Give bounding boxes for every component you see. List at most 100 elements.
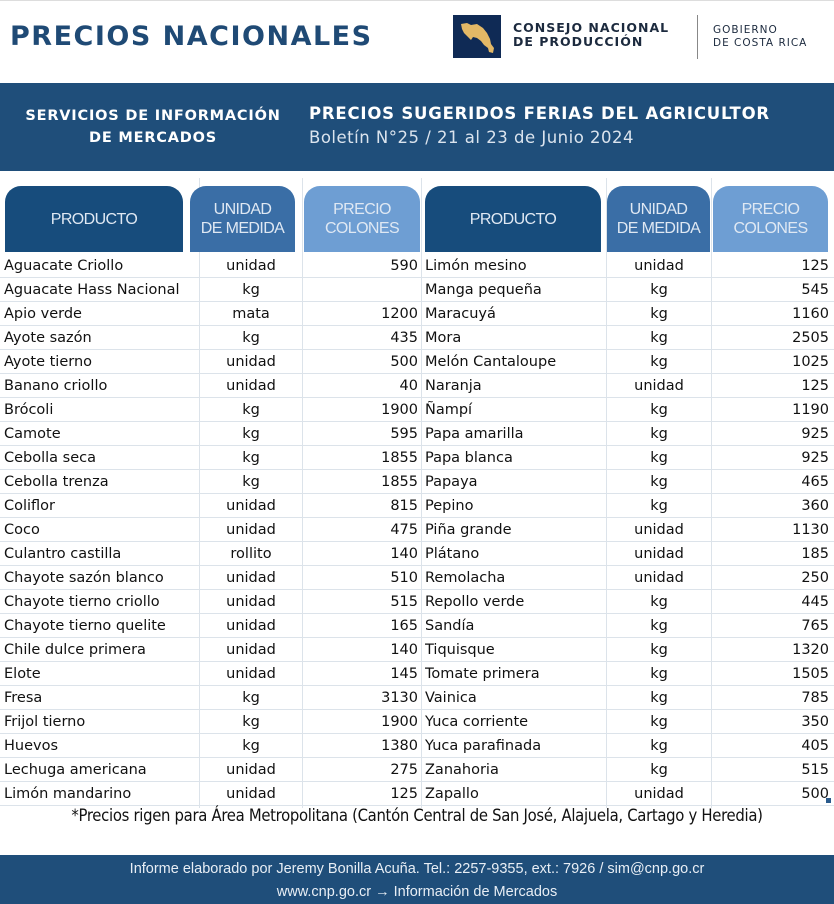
product-cell: Aguacate Criollo — [4, 258, 124, 274]
column-header-price: PRECIO COLONES — [713, 186, 828, 252]
price-cell: 405 — [801, 738, 829, 754]
price-cell: 500 — [801, 786, 829, 802]
unit-cell: kg — [242, 474, 260, 490]
unit-cell: unidad — [226, 570, 276, 586]
table-row: Elote unidad 145 Tomate primera kg 1505 — [0, 662, 834, 686]
unit-cell: kg — [650, 594, 668, 610]
product-cell: Papaya — [425, 474, 478, 490]
price-cell: 1380 — [381, 738, 418, 754]
column-header-price: PRECIO COLONES — [304, 186, 420, 252]
product-cell: Cebolla trenza — [4, 474, 109, 490]
product-cell: Zapallo — [425, 786, 479, 802]
table-row: Cebolla seca kg 1855 Papa blanca kg 925 — [0, 446, 834, 470]
unit-cell: kg — [242, 738, 260, 754]
price-cell: 1160 — [792, 306, 829, 322]
product-cell: Coliflor — [4, 498, 56, 514]
price-cell: 140 — [390, 546, 418, 562]
unit-cell: kg — [650, 762, 668, 778]
column-header-unit: UNIDAD DE MEDIDA — [190, 186, 295, 252]
unit-cell: kg — [650, 690, 668, 706]
price-cell: 275 — [390, 762, 418, 778]
product-cell: Fresa — [4, 690, 43, 706]
price-cell: 1900 — [381, 402, 418, 418]
product-cell: Plátano — [425, 546, 480, 562]
table-row: Frijol tierno kg 1900 Yuca corriente kg 350 — [0, 710, 834, 734]
column-header-unit: UNIDAD DE MEDIDA — [607, 186, 710, 252]
price-cell: 510 — [390, 570, 418, 586]
product-cell: Chile dulce primera — [4, 642, 146, 658]
price-cell: 40 — [399, 378, 418, 394]
unit-cell: unidad — [226, 354, 276, 370]
price-cell: 125 — [390, 786, 418, 802]
unit-cell: kg — [650, 282, 668, 298]
unit-cell: kg — [242, 690, 260, 706]
product-cell: Culantro castilla — [4, 546, 122, 562]
price-cell: 515 — [801, 762, 829, 778]
selection-handle — [826, 798, 831, 803]
price-cell: 515 — [390, 594, 418, 610]
unit-cell: unidad — [226, 666, 276, 682]
unit-cell: kg — [242, 402, 260, 418]
product-cell: Mora — [425, 330, 462, 346]
product-cell: Limón mandarino — [4, 786, 132, 802]
unit-cell: kg — [650, 474, 668, 490]
table-row: Camote kg 595 Papa amarilla kg 925 — [0, 422, 834, 446]
price-cell: 125 — [801, 258, 829, 274]
price-cell: 1855 — [381, 450, 418, 466]
product-cell: Yuca corriente — [425, 714, 529, 730]
unit-cell: unidad — [634, 378, 684, 394]
price-note: *Precios rigen para Área Metropolitana (… — [71, 806, 763, 825]
table-row: Chayote tierno quelite unidad 165 Sandía kg 7… — [0, 614, 834, 638]
product-cell: Zanahoria — [425, 762, 499, 778]
unit-cell: unidad — [226, 786, 276, 802]
product-cell: Naranja — [425, 378, 482, 394]
table-row: Chile dulce primera unidad 140 Tiquisque kg 1… — [0, 638, 834, 662]
price-cell: 1025 — [792, 354, 829, 370]
product-cell: Vainica — [425, 690, 477, 706]
price-cell: 925 — [801, 426, 829, 442]
product-cell: Piña grande — [425, 522, 512, 538]
table-row: Coco unidad 475 Piña grande unidad 1130 — [0, 518, 834, 542]
table-row: Fresa kg 3130 Vainica kg 785 — [0, 686, 834, 710]
product-cell: Papa amarilla — [425, 426, 524, 442]
government-name: GOBIERNO DE COSTA RICA — [713, 24, 808, 49]
product-cell: Banano criollo — [4, 378, 108, 394]
price-cell: 925 — [801, 450, 829, 466]
unit-cell: unidad — [226, 594, 276, 610]
price-cell: 1130 — [792, 522, 829, 538]
unit-cell: kg — [242, 714, 260, 730]
table-row: Cebolla trenza kg 1855 Papaya kg 465 — [0, 470, 834, 494]
price-cell: 500 — [390, 354, 418, 370]
unit-cell: kg — [242, 426, 260, 442]
product-cell: Coco — [4, 522, 40, 538]
price-cell: 785 — [801, 690, 829, 706]
table-row: Banano criollo unidad 40 Naranja unidad 125 — [0, 374, 834, 398]
unit-cell: kg — [650, 426, 668, 442]
bulletin-info: Boletín N°25 / 21 al 23 de Junio 2024 — [309, 128, 635, 147]
unit-cell: kg — [242, 282, 260, 298]
table-row: Aguacate Hass Nacional kg Manga pequeña kg 5… — [0, 278, 834, 302]
product-cell: Brócoli — [4, 402, 54, 418]
table-row: Lechuga americana unidad 275 Zanahoria kg 515 — [0, 758, 834, 782]
table-row: Huevos kg 1380 Yuca parafinada kg 405 — [0, 734, 834, 758]
price-cell: 2505 — [792, 330, 829, 346]
price-cell: 125 — [801, 378, 829, 394]
unit-cell: kg — [242, 330, 260, 346]
product-cell: Pepino — [425, 498, 474, 514]
price-cell: 590 — [390, 258, 418, 274]
footer: Informe elaborado por Jeremy Bonilla Acu… — [0, 855, 834, 904]
table-row: Apio verde mata 1200 Maracuyá kg 1160 — [0, 302, 834, 326]
product-cell: Yuca parafinada — [425, 738, 542, 754]
price-cell: 545 — [801, 282, 829, 298]
unit-cell: kg — [650, 402, 668, 418]
product-cell: Aguacate Hass Nacional — [4, 282, 180, 298]
page-header: PRECIOS NACIONALES CONSEJO NACIONAL DE P… — [0, 0, 834, 82]
page-title: PRECIOS NACIONALES — [10, 21, 373, 52]
price-cell: 595 — [390, 426, 418, 442]
price-cell: 1505 — [792, 666, 829, 682]
product-cell: Tomate primera — [425, 666, 540, 682]
price-cell: 1320 — [792, 642, 829, 658]
service-name: SERVICIOS DE INFORMACIÓN DE MERCADOS — [25, 108, 281, 146]
table-row: Chayote sazón blanco unidad 510 Remolacha un… — [0, 566, 834, 590]
costa-rica-map-icon — [453, 15, 501, 58]
